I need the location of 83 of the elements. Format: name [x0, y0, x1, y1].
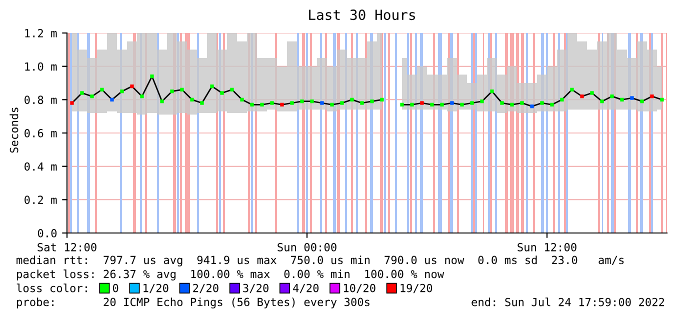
- y-tick-label: 1.0 m: [25, 62, 57, 71]
- point: [420, 101, 424, 105]
- point: [580, 94, 584, 98]
- point: [120, 89, 124, 94]
- y-axis-title: Seconds: [10, 108, 18, 153]
- point: [170, 89, 174, 94]
- point: [150, 74, 154, 78]
- point: [410, 102, 414, 107]
- point: [480, 99, 484, 104]
- point: [160, 99, 164, 104]
- point: [320, 101, 324, 105]
- point: [240, 98, 244, 102]
- text: median rtt: 797.7 us avg 941.9 us max 750.0 us min 790.0 us now 0.0 ms sd 23.0 am/s: [16, 256, 624, 266]
- y-tick-label: 0.0: [38, 229, 57, 238]
- legend-label: 3/20: [243, 284, 268, 294]
- legend-label: 10/20: [344, 284, 376, 294]
- point: [260, 102, 264, 107]
- point: [100, 88, 104, 92]
- text: packet loss: 26.37 % avg 100.00 % max 0.00 % min 100.00 % now: [17, 270, 444, 280]
- point: [370, 99, 374, 104]
- point: [220, 91, 224, 95]
- y-tick-label: 0.4 m: [24, 162, 57, 171]
- point: [460, 102, 464, 107]
- point: [610, 94, 614, 98]
- x-tick-label: Sun 00:00: [278, 242, 336, 252]
- point: [70, 101, 74, 105]
- point: [620, 98, 624, 102]
- point: [130, 84, 134, 88]
- legend-label: 1/20: [144, 284, 168, 294]
- legend-title: loss color:: [16, 284, 87, 292]
- point: [110, 98, 114, 102]
- point: [550, 102, 554, 107]
- point: [190, 98, 194, 102]
- point: [630, 96, 634, 100]
- point: [210, 84, 214, 88]
- point: [290, 101, 294, 105]
- point: [570, 88, 574, 92]
- legend-label: 4/20: [293, 284, 319, 294]
- point: [380, 98, 384, 102]
- point: [330, 102, 334, 107]
- point: [660, 98, 664, 102]
- point: [650, 94, 654, 98]
- point: [230, 88, 234, 92]
- point: [400, 102, 404, 107]
- y-tick-label: 0.2 m: [24, 196, 57, 204]
- point: [360, 101, 364, 105]
- point: [140, 94, 144, 98]
- legend-label: 19/20: [400, 284, 432, 294]
- point: [530, 104, 534, 108]
- point: [200, 101, 204, 105]
- point: [640, 99, 644, 104]
- point: [180, 88, 184, 92]
- legend-label: 0: [112, 284, 118, 292]
- y-tick-label: 0.6 m: [24, 129, 57, 138]
- x-tick-label: Sun 12:00: [518, 242, 576, 252]
- y-tick-label: 1.2 m: [25, 29, 57, 38]
- legend-label: 2/20: [193, 284, 218, 294]
- y-tick-label: 0.8 m: [24, 96, 57, 104]
- point: [560, 98, 564, 102]
- point: [350, 98, 354, 102]
- point: [500, 101, 504, 105]
- point: [590, 91, 594, 95]
- point: [490, 89, 494, 94]
- point: [540, 101, 544, 105]
- text: end: Sun Jul 24 17:59:00 2022: [472, 298, 664, 306]
- x-tick-label: Sat 12:00: [38, 242, 96, 252]
- point: [450, 101, 454, 105]
- point: [340, 101, 344, 105]
- point: [470, 101, 474, 105]
- point: [600, 99, 604, 104]
- point: [90, 94, 94, 98]
- text: probe: 20 ICMP Echo Pings (56 Bytes) every 300s: [17, 298, 370, 308]
- point: [520, 101, 524, 105]
- point: [280, 102, 284, 107]
- point: [510, 102, 514, 107]
- point: [250, 102, 254, 107]
- point: [270, 101, 274, 105]
- point: [80, 91, 84, 95]
- point: [310, 99, 314, 104]
- point: [440, 102, 444, 107]
- point: [300, 99, 304, 104]
- chart-title: Last 30 Hours: [309, 10, 415, 20]
- point: [430, 102, 434, 107]
